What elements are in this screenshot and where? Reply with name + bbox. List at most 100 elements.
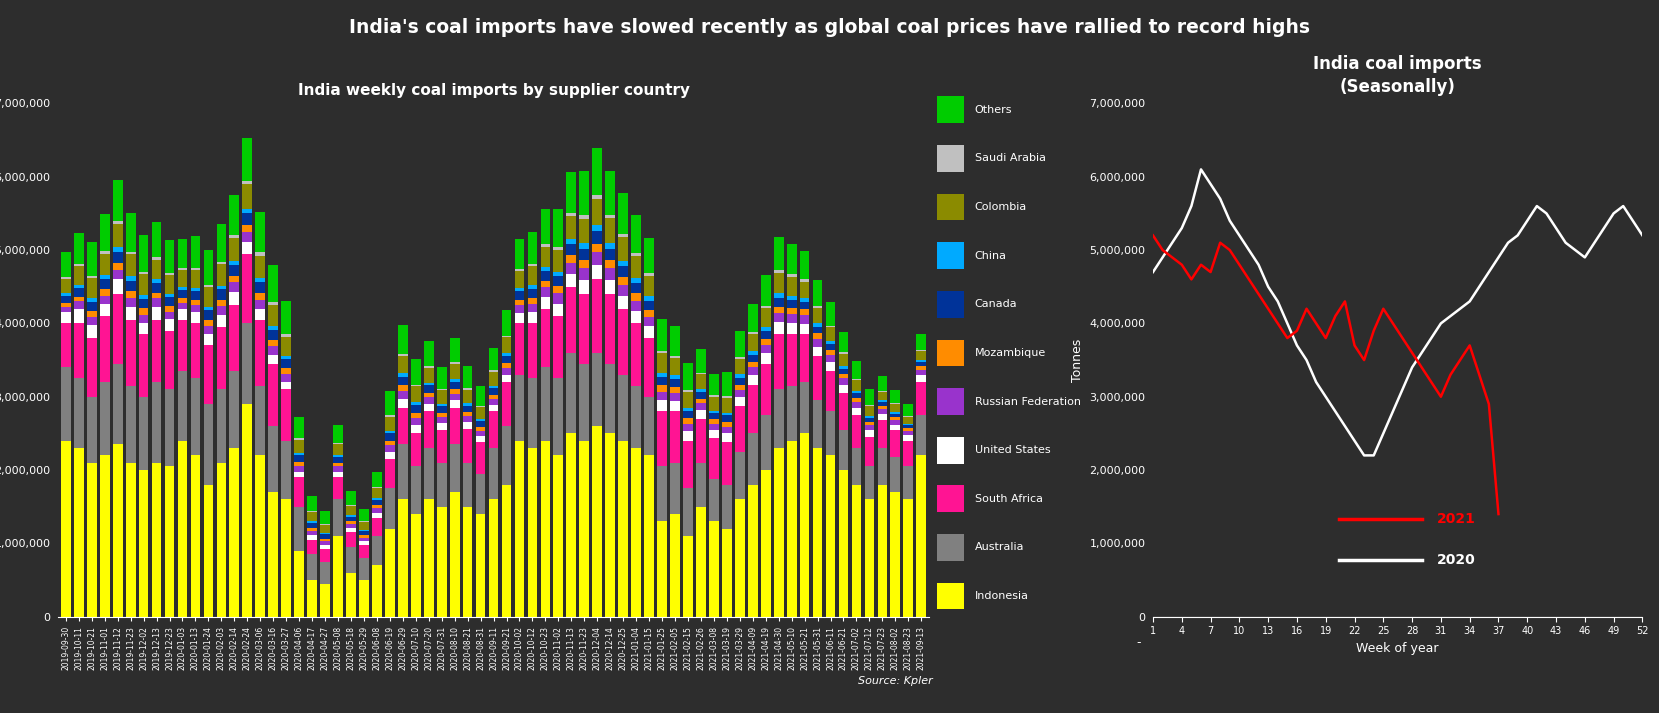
Bar	[229, 238, 239, 261]
Bar	[61, 303, 71, 307]
Bar	[684, 536, 693, 617]
Bar	[528, 304, 538, 312]
Bar	[735, 406, 745, 452]
Bar	[385, 441, 395, 445]
Bar	[450, 362, 460, 364]
Bar	[436, 366, 446, 389]
Bar	[851, 391, 861, 394]
Bar	[566, 212, 576, 216]
Bar	[592, 265, 602, 279]
Bar	[708, 521, 718, 617]
Bar	[398, 376, 408, 385]
Text: China: China	[974, 251, 1007, 261]
Bar	[255, 309, 265, 319]
Bar	[139, 334, 148, 396]
Bar	[372, 565, 382, 617]
Bar	[916, 366, 926, 370]
Bar	[294, 461, 304, 466]
Bar	[528, 264, 538, 266]
Bar	[541, 247, 551, 267]
Bar	[786, 244, 796, 275]
Bar	[851, 398, 861, 402]
Bar	[592, 279, 602, 353]
Bar	[385, 459, 395, 488]
Bar	[761, 306, 770, 308]
Bar	[358, 530, 368, 531]
Bar	[372, 518, 382, 536]
Bar	[735, 331, 745, 356]
Bar	[333, 457, 343, 463]
Bar	[425, 393, 433, 397]
Bar	[826, 344, 836, 350]
Bar	[269, 355, 279, 364]
Bar	[100, 251, 109, 254]
Bar	[294, 438, 304, 440]
Bar	[255, 212, 265, 252]
Bar	[411, 514, 421, 617]
Bar	[358, 523, 368, 530]
Bar	[800, 434, 810, 617]
Bar	[320, 533, 330, 534]
Bar	[579, 243, 589, 249]
Bar	[813, 448, 823, 617]
Bar	[670, 401, 680, 411]
Bar	[566, 240, 576, 244]
Bar	[178, 371, 187, 441]
Bar	[436, 430, 446, 463]
Bar	[708, 397, 718, 411]
Bar	[864, 421, 874, 426]
Bar	[358, 558, 368, 580]
Bar	[191, 324, 201, 379]
Bar	[191, 291, 201, 300]
Bar	[748, 362, 758, 367]
Bar	[61, 441, 71, 617]
Bar	[826, 456, 836, 617]
Bar	[697, 463, 705, 507]
Bar	[606, 268, 615, 280]
Text: Saudi Arabia: Saudi Arabia	[974, 153, 1045, 163]
Bar	[463, 507, 473, 617]
Bar	[307, 555, 317, 580]
Bar	[139, 294, 148, 299]
Bar	[619, 234, 629, 237]
Text: Australia: Australia	[974, 543, 1024, 553]
Bar	[851, 448, 861, 485]
Bar	[347, 533, 355, 547]
Bar	[619, 193, 629, 234]
Bar	[269, 329, 279, 340]
Bar	[86, 463, 96, 617]
Bar	[697, 372, 705, 374]
Bar	[294, 440, 304, 453]
Bar	[632, 283, 640, 293]
Bar	[411, 426, 421, 434]
Bar	[826, 350, 836, 355]
Bar	[670, 387, 680, 393]
Bar	[632, 253, 640, 256]
Bar	[644, 396, 654, 456]
Bar	[320, 538, 330, 541]
Bar	[891, 431, 901, 457]
Bar	[217, 306, 226, 314]
Bar	[229, 282, 239, 292]
Bar	[385, 415, 395, 416]
Bar	[204, 310, 214, 319]
Bar	[411, 466, 421, 514]
Text: Mozambique: Mozambique	[974, 348, 1045, 358]
Bar	[242, 404, 252, 617]
Bar	[398, 399, 408, 408]
Bar	[761, 364, 770, 415]
Bar	[476, 407, 486, 419]
Bar	[217, 265, 226, 286]
Bar	[773, 389, 783, 448]
Bar	[891, 390, 901, 404]
Bar	[269, 302, 279, 304]
Bar	[891, 414, 901, 417]
Bar	[151, 222, 161, 257]
Bar	[735, 499, 745, 617]
Bar	[514, 269, 524, 271]
Bar	[333, 425, 343, 443]
Bar	[528, 298, 538, 304]
Bar	[320, 545, 330, 548]
Bar	[164, 389, 174, 466]
Title: India weekly coal imports by supplier country: India weekly coal imports by supplier co…	[297, 83, 690, 98]
